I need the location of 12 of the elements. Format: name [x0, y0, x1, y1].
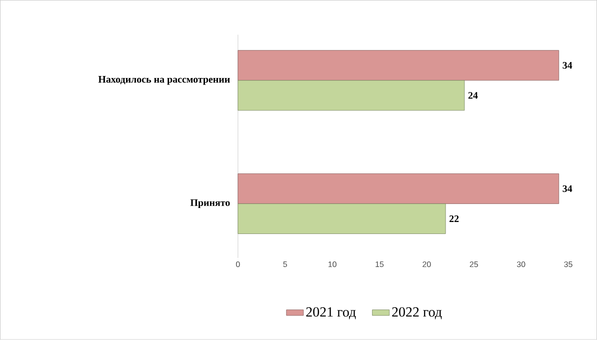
- y-tick-label: Находилось на рассмотрении: [98, 76, 230, 85]
- bar: [238, 174, 560, 204]
- bar: [238, 50, 560, 81]
- data-label: 22: [450, 216, 459, 222]
- bar: [238, 204, 446, 234]
- data-label: 24: [468, 92, 478, 99]
- y-tick-label: Принято: [190, 199, 230, 208]
- data-label: 34: [562, 185, 572, 192]
- legend-label: 2021 год: [306, 307, 356, 320]
- legend-label: 2022 год: [392, 307, 442, 320]
- data-label: 34: [562, 62, 572, 69]
- bar: [238, 80, 465, 111]
